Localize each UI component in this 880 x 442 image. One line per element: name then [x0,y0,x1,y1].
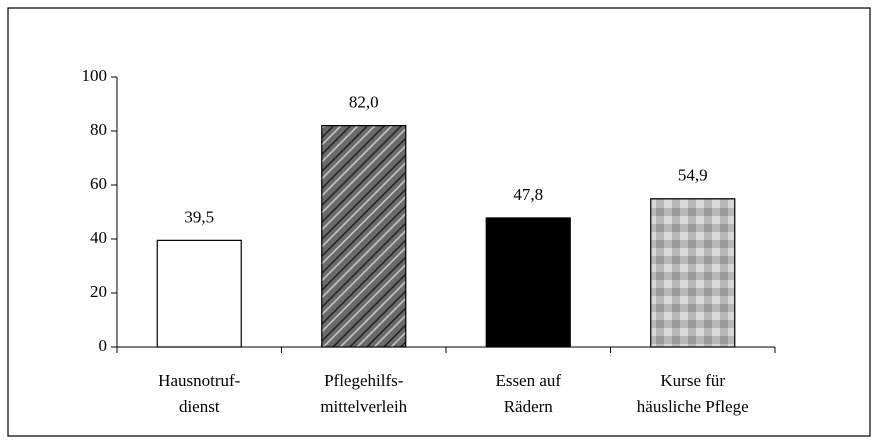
y-tick-label: 0 [99,336,108,355]
frame [7,7,871,437]
x-tick-label: Hausnotruf- [158,371,240,390]
x-tick-label: mittelverleih [320,397,407,416]
y-tick-label: 80 [90,120,107,139]
bar [156,239,242,348]
x-tick-label: Pflegehilfs- [324,371,404,390]
y-tick-label: 40 [90,228,107,247]
data-label: 39,5 [184,207,214,226]
bar [321,124,407,348]
data-label: 82,0 [349,93,379,112]
data-label: 54,9 [678,166,708,185]
x-tick-label: Essen auf [495,371,561,390]
data-label: 47,8 [513,185,543,204]
x-tick-label: Kurse für [660,371,725,390]
y-tick-label: 60 [90,174,107,193]
x-tick-label: Rädern [504,397,554,416]
x-tick-label: häusliche Pflege [637,397,749,416]
bar [650,198,736,348]
y-tick-label: 100 [82,66,108,85]
bar [485,217,571,348]
y-tick-label: 20 [90,282,107,301]
x-tick-label: dienst [179,397,220,416]
